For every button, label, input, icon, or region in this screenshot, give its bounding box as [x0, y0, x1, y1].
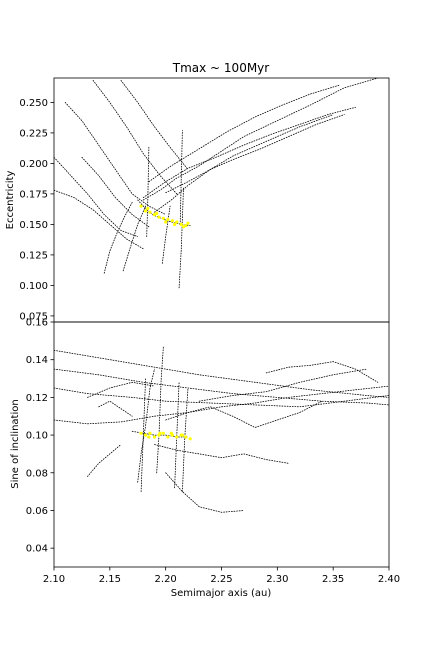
top-cluster-point-7	[170, 219, 174, 223]
top-track-11	[103, 201, 133, 274]
top-track-17	[154, 114, 334, 213]
bottom-cluster-point-13	[158, 431, 162, 435]
bottom-track-14	[140, 378, 147, 493]
top-panel-eccentricity: 0.075 0.100 0.125 0.150 0.175 0.200 0.225 0.250…	[5, 77, 390, 323]
bottom-track-8	[165, 472, 245, 513]
top-track-14	[178, 187, 184, 289]
top-track-16	[179, 130, 183, 225]
top-ytick-label-4: 0.175	[19, 189, 48, 200]
top-cluster-point-13	[155, 211, 159, 215]
top-cluster-point-8	[175, 220, 179, 224]
bottom-track-3	[54, 387, 389, 408]
top-track-7	[54, 189, 144, 250]
bottom-xtick-label-3: 2.25	[210, 574, 232, 585]
bottom-track-13	[156, 346, 164, 474]
bottom-ytick-label-1: 0.06	[26, 506, 48, 517]
bottom-track-2	[54, 368, 389, 406]
top-track-12	[122, 205, 147, 272]
bottom-track-15	[174, 381, 180, 489]
top-track-5	[64, 102, 167, 216]
bottom-track-6	[165, 400, 323, 428]
top-cluster-point-16	[181, 225, 186, 229]
bottom-cluster-point-1	[144, 433, 148, 437]
bottom-cluster-point-0	[139, 431, 143, 435]
top-cluster-point-11	[186, 221, 190, 225]
top-track-2	[142, 106, 356, 199]
bottom-cluster-point-15	[180, 433, 184, 437]
top-ytick-label-3: 0.150	[19, 220, 48, 231]
bottom-cluster-point-10	[184, 435, 188, 439]
top-cluster-point-1	[144, 209, 148, 213]
bottom-ytick-label-5: 0.14	[26, 355, 48, 366]
top-ytick-label-5: 0.200	[19, 159, 48, 170]
bottom-track-4	[198, 368, 368, 402]
bottom-xtick-label-4: 2.30	[266, 574, 288, 585]
bottom-cluster-point-2	[148, 431, 152, 435]
top-cluster-point-0	[139, 204, 143, 208]
bottom-xtick-label-0: 2.10	[43, 574, 65, 585]
top-cluster-point-15	[173, 222, 177, 226]
top-track-13	[161, 205, 171, 264]
bottom-track-12	[137, 368, 155, 483]
bottom-cluster-point-8	[175, 435, 179, 439]
bottom-track-10	[87, 444, 122, 477]
bottom-cluster-point-3	[152, 435, 157, 439]
top-cluster-point-12	[146, 206, 150, 211]
bottom-xtick-label-6: 2.40	[378, 574, 400, 585]
bottom-panel-inclination: 0.04 0.06 0.08 0.10 0.12 0.14 0.16 2.10 2.15 2.20…	[10, 318, 400, 600]
bottom-xtick-label-2: 2.20	[155, 574, 177, 585]
bottom-cluster-point-5	[161, 431, 165, 435]
bottom-ytick-label-3: 0.10	[26, 431, 48, 442]
top-cluster-point-9	[179, 222, 183, 226]
bottom-ytick-label-4: 0.12	[26, 393, 48, 404]
top-cluster-point-2	[148, 210, 152, 214]
bottom-ytick-label-0: 0.04	[26, 544, 48, 555]
bottom-track-7	[154, 444, 289, 464]
top-ytick-label-6: 0.225	[19, 128, 48, 139]
bottom-y-axis-label: Sine of inclination	[10, 399, 21, 488]
bottom-track-1	[54, 385, 389, 425]
top-track-6	[54, 156, 139, 238]
bottom-xtick-label-5: 2.35	[322, 574, 344, 585]
bottom-track-16	[181, 387, 189, 493]
top-track-10	[81, 156, 150, 228]
top-track-4	[148, 84, 340, 183]
top-ytick-label-1: 0.100	[19, 281, 48, 292]
bottom-cluster-point-11	[188, 437, 192, 441]
top-ytick-label-7: 0.250	[19, 98, 48, 109]
top-cluster-point-6	[166, 217, 170, 222]
top-track-3	[165, 114, 345, 194]
top-cluster-point-4	[157, 215, 161, 219]
bottom-track-17	[54, 349, 389, 398]
top-y-axis-label: Eccentricity	[5, 171, 16, 230]
bottom-track-5	[265, 361, 379, 383]
top-cluster-point-14	[164, 220, 168, 224]
top-cluster-point-5	[161, 216, 165, 220]
bottom-xtick-label-1: 2.15	[99, 574, 121, 585]
top-track-0	[137, 199, 191, 227]
top-track-8	[92, 80, 178, 195]
bottom-cluster-point-6	[166, 435, 170, 439]
x-axis-label: Semimajor axis (au)	[171, 588, 272, 599]
chart-title: Tmax ~ 100Myr	[172, 61, 270, 75]
bottom-track-11	[98, 400, 133, 417]
top-track-1	[142, 78, 379, 201]
bottom-ytick-label-2: 0.08	[26, 468, 48, 479]
bottom-cluster-point-14	[169, 431, 173, 435]
bottom-cluster-point-12	[147, 435, 151, 439]
bottom-ytick-label-6: 0.16	[26, 318, 48, 329]
top-track-9	[120, 80, 189, 170]
top-ytick-label-2: 0.125	[19, 250, 48, 261]
bottom-axes-frame	[53, 321, 390, 568]
top-track-15	[146, 145, 150, 238]
top-ytick-label-0: 0.075	[19, 311, 48, 322]
